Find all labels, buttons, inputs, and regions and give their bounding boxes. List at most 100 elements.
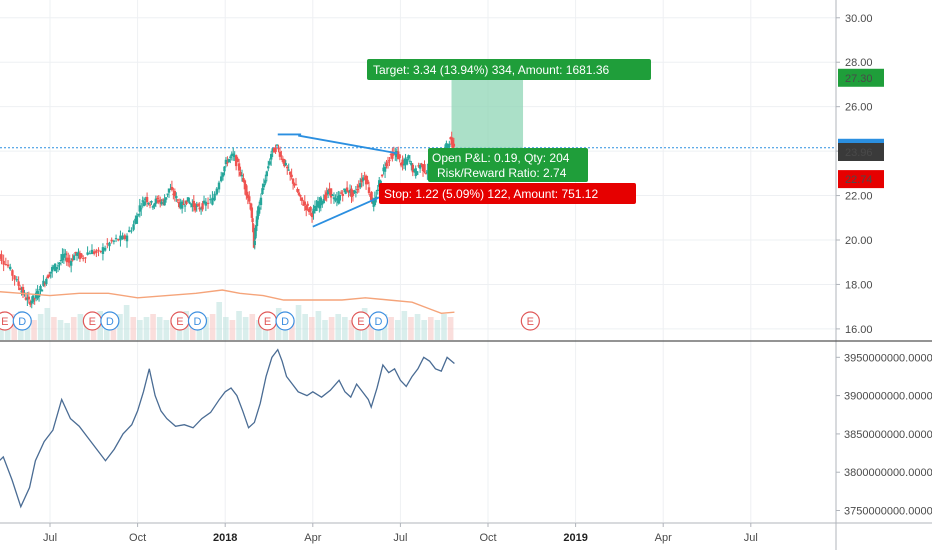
event-marker (100, 311, 120, 331)
candle-body (67, 257, 70, 262)
volume-bar (216, 302, 223, 340)
candle-body (294, 184, 298, 186)
candle-body (306, 203, 309, 206)
price-tick-label: 26.00 (845, 102, 873, 114)
volume-bar (335, 314, 342, 340)
target-label: Target: 3.34 (13.94%) 334, Amount: 1681.… (373, 63, 609, 77)
candle-body (77, 252, 80, 256)
volume-bar (150, 314, 156, 340)
candle-body (401, 159, 404, 166)
candle-body (156, 198, 159, 200)
candle-body (88, 253, 91, 255)
time-tick-label: Jul (744, 532, 758, 544)
price-tag (838, 170, 884, 189)
candle-body (161, 199, 165, 201)
candle-body (72, 255, 76, 261)
volume-bar (421, 320, 427, 340)
event-marker (275, 311, 295, 331)
candle-body (164, 197, 168, 200)
candle-body (78, 252, 82, 260)
candle-body (84, 257, 87, 259)
candle-body (414, 168, 417, 177)
candle-body (257, 207, 261, 214)
candle-body (34, 292, 38, 299)
candle-body (265, 171, 269, 177)
candle-body (324, 194, 327, 200)
time-tick-label: 2019 (563, 532, 587, 544)
candle-body (342, 188, 346, 190)
candle-body (71, 258, 74, 261)
candle-body (413, 170, 416, 172)
candle-body (130, 230, 133, 232)
volume-bar (302, 314, 308, 340)
price-tag-label: 27.30 (845, 73, 873, 85)
volume-bar (77, 314, 84, 340)
candle-body (281, 158, 285, 162)
candle-body (364, 175, 368, 185)
candle-body (40, 289, 44, 292)
candle-body (95, 250, 98, 253)
volume-bar (414, 314, 421, 340)
candle-body (229, 156, 232, 158)
candle-body (53, 263, 57, 272)
candle-body (405, 158, 409, 165)
candle-body (269, 154, 273, 160)
volume-bar (31, 320, 37, 340)
candle-body (446, 144, 450, 148)
candle-body (370, 191, 373, 201)
candle-body (299, 194, 302, 197)
candle-body (86, 252, 89, 255)
candle-body (237, 163, 241, 171)
candle-body (80, 253, 83, 258)
price-tag-label: 23.96 (845, 147, 873, 159)
candle-body (138, 205, 141, 212)
candle-body (415, 171, 419, 175)
candle-body (134, 218, 137, 224)
candle-body (334, 199, 337, 201)
volume-bar (44, 308, 51, 340)
candle-body (252, 224, 255, 233)
volume-bar (84, 320, 90, 340)
stop-label: Stop: 1.22 (5.09%) 122, Amount: 751.12 (384, 187, 598, 201)
risk-reward-label: Risk/Reward Ratio: 2.74 (437, 166, 567, 180)
volume-bar (348, 320, 355, 340)
candle-body (319, 197, 323, 206)
candle-body (106, 243, 109, 245)
candle-body (383, 166, 387, 172)
candle-body (359, 183, 362, 188)
candle-body (389, 154, 393, 156)
event-marker-label: E (1, 316, 8, 328)
candle-body (140, 208, 143, 210)
volume-bar (223, 317, 229, 340)
candle-body (272, 147, 276, 153)
candle-body (159, 199, 162, 202)
candle-body (347, 190, 350, 193)
candle-body (284, 163, 287, 166)
pnl-label-bg (428, 148, 588, 182)
event-marker-label: D (375, 316, 383, 328)
time-tick-label: Jul (43, 532, 57, 544)
candle-body (300, 197, 304, 201)
candle-body (128, 230, 131, 232)
volume-bar (408, 317, 414, 340)
candle-body (198, 207, 201, 210)
candle-body (261, 188, 264, 194)
candle-body (202, 200, 206, 203)
time-tick-label: Oct (129, 532, 146, 544)
candle-body (178, 202, 181, 208)
candle-body (325, 192, 328, 196)
candle-body (322, 199, 325, 204)
event-marker-label: E (176, 316, 183, 328)
indicator-line (0, 348, 455, 509)
candle-body (153, 203, 156, 207)
candle-body (252, 231, 256, 248)
candle-body (288, 171, 292, 175)
candle-body (119, 235, 122, 241)
candle-body (242, 178, 245, 182)
candle-body (402, 163, 406, 166)
candle-body (213, 193, 216, 201)
volume-bar (229, 320, 236, 340)
